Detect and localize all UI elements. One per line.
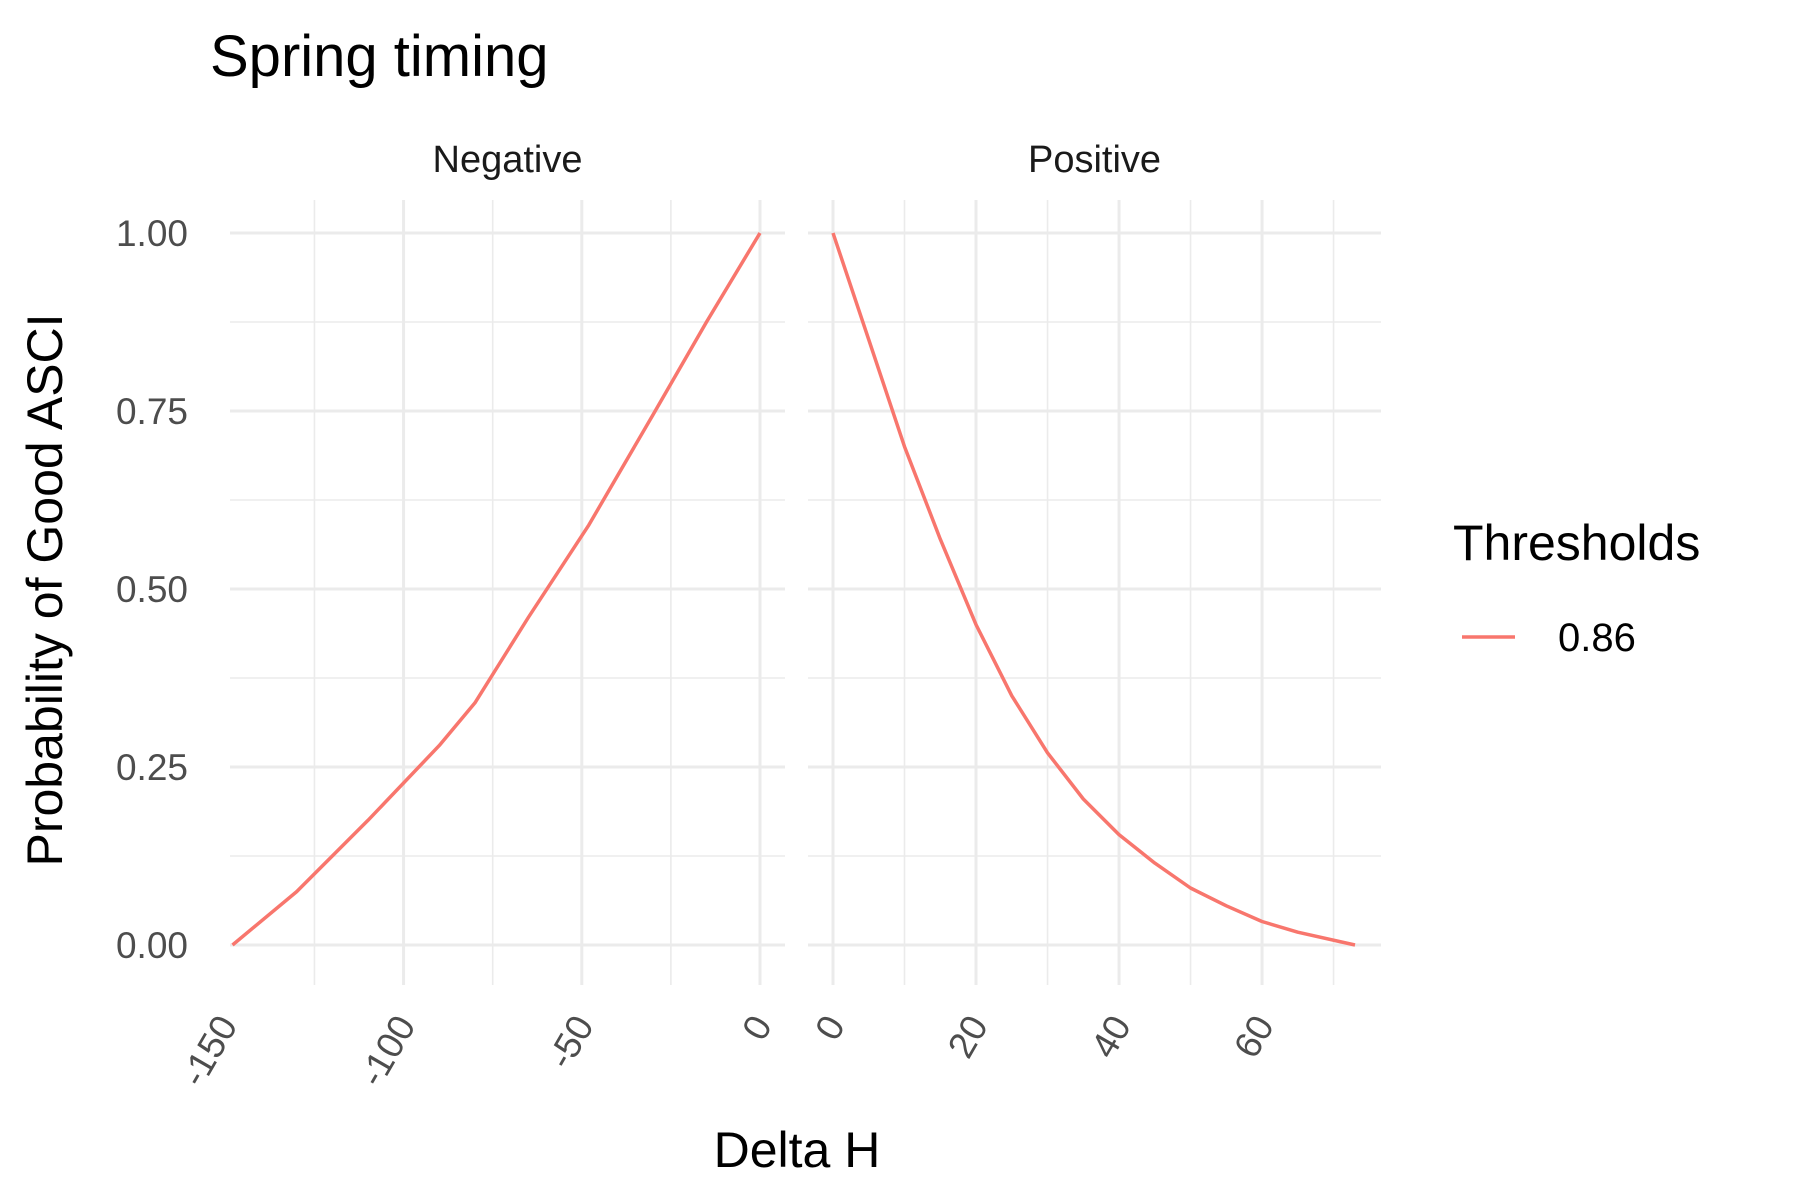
y-tick-label: 0.50	[116, 569, 188, 610]
x-tick-label: 0	[734, 1009, 780, 1047]
series-line-0-86	[831, 232, 1356, 947]
y-axis-ticks: 0.00 0.25 0.50 0.75 1.00	[116, 213, 188, 966]
x-tick-label: 60	[1226, 1009, 1282, 1065]
series-line-0-86	[231, 232, 762, 947]
chart-title: Spring timing	[210, 24, 548, 89]
strip-label: Negative	[433, 139, 583, 181]
panel-negative: Negative -150 -100 -50 0	[173, 139, 785, 1093]
legend-title: Thresholds	[1453, 515, 1700, 571]
x-axis-label: Delta H	[714, 1122, 881, 1178]
y-axis-label: Probability of Good ASCI	[17, 313, 73, 866]
legend: Thresholds 0.86	[1453, 515, 1700, 660]
y-tick-label: 0.25	[116, 747, 188, 788]
x-tick-label: -50	[539, 1009, 601, 1076]
legend-entry-label: 0.86	[1558, 616, 1636, 660]
x-tick-label: -100	[351, 1009, 424, 1094]
strip-label: Positive	[1028, 139, 1161, 181]
y-tick-label: 1.00	[116, 213, 188, 254]
x-tick-label: -150	[173, 1009, 246, 1094]
x-tick-label: 40	[1083, 1009, 1139, 1065]
y-tick-label: 0.00	[116, 925, 188, 966]
panel-positive: Positive 0 20 40 60	[807, 139, 1381, 1065]
y-tick-label: 0.75	[116, 391, 188, 432]
x-tick-label: 20	[940, 1009, 996, 1065]
x-tick-label: 0	[807, 1009, 853, 1047]
